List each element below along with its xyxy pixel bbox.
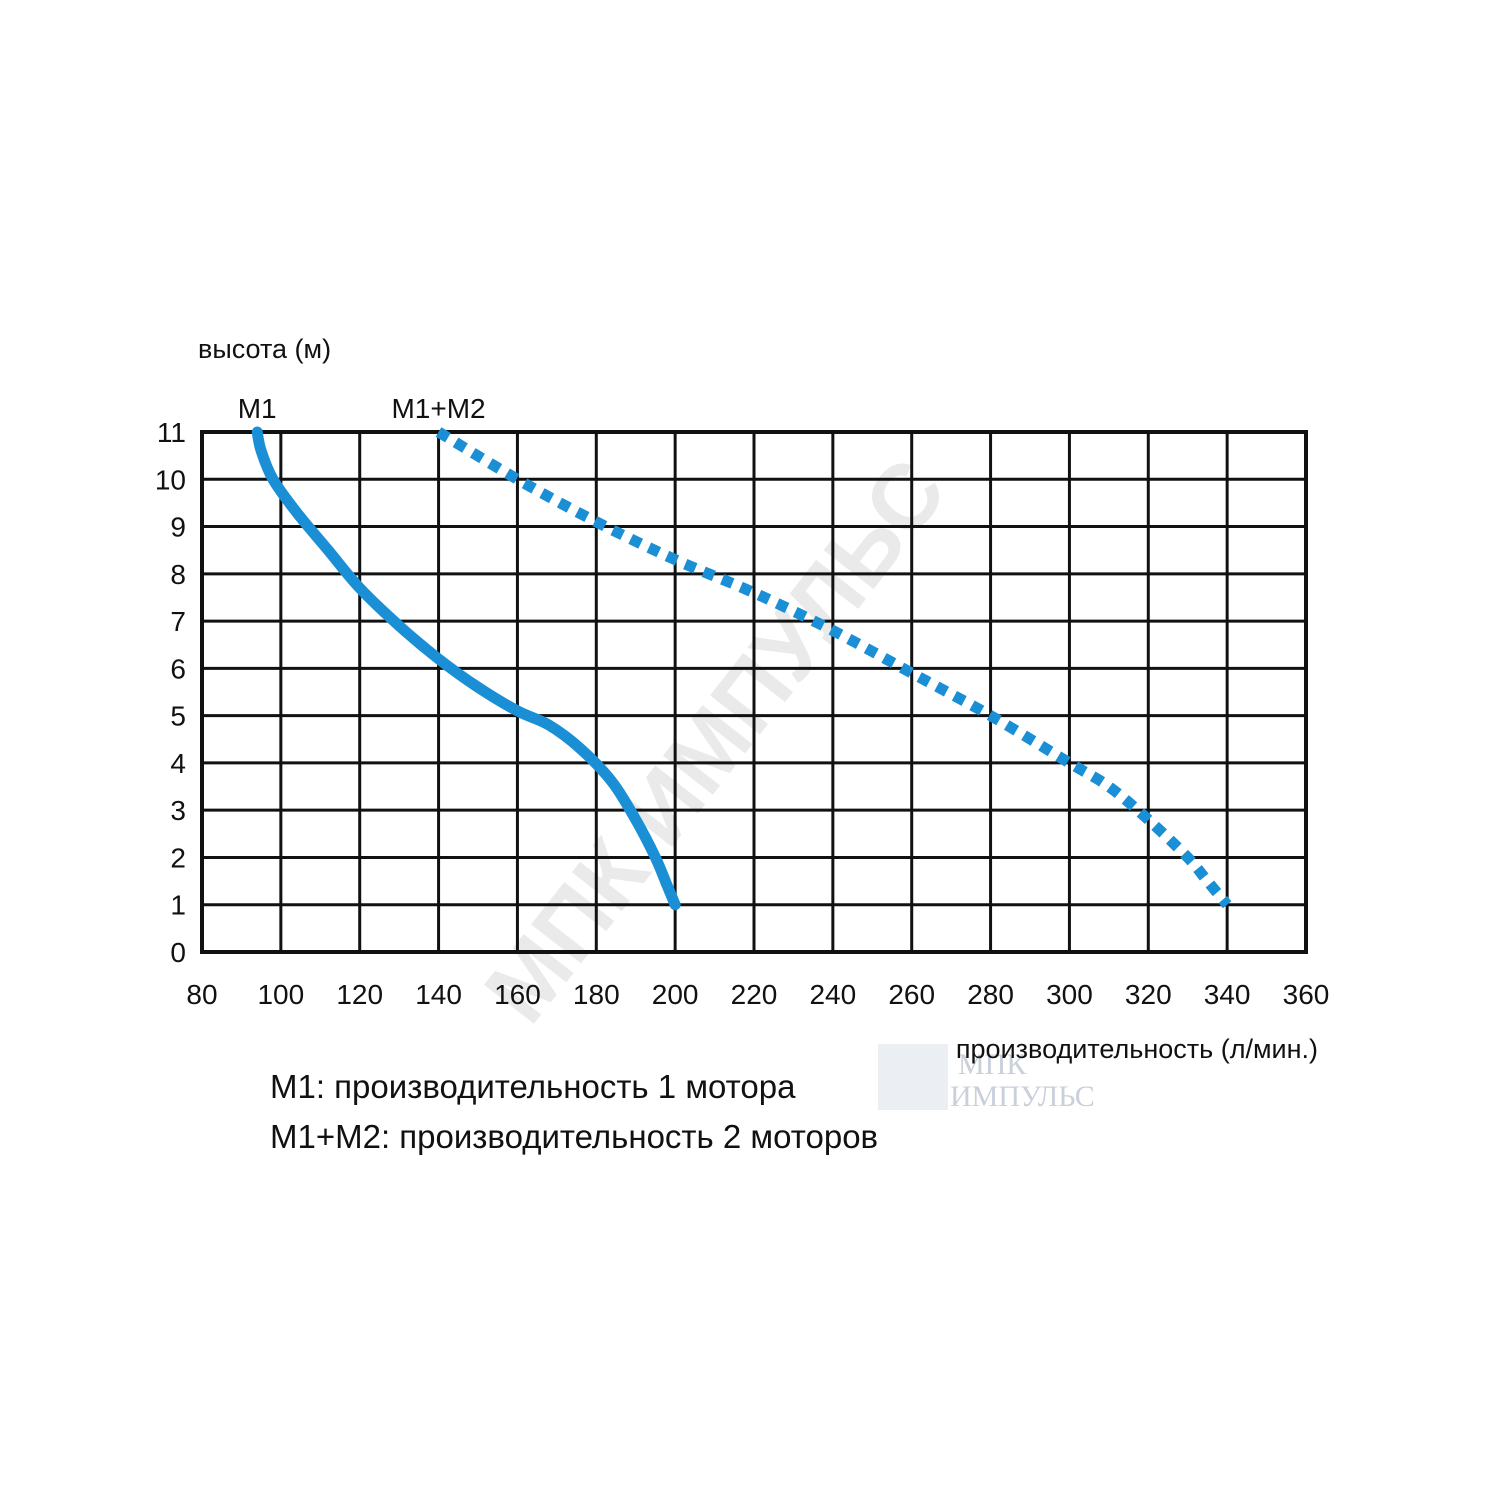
x-tick-label-260: 260 bbox=[888, 979, 935, 1010]
y-tick-label-1: 1 bbox=[170, 890, 186, 921]
y-tick-label-10: 10 bbox=[155, 464, 186, 495]
watermark-text-line-2: ИМПУЛЬС bbox=[950, 1080, 1095, 1113]
x-tick-label-300: 300 bbox=[1046, 979, 1093, 1010]
y-tick-label-2: 2 bbox=[170, 842, 186, 873]
x-tick-label-140: 140 bbox=[415, 979, 462, 1010]
x-tick-label-120: 120 bbox=[336, 979, 383, 1010]
series-line-m1 bbox=[251, 426, 681, 911]
y-axis-title: высота (м) bbox=[198, 334, 331, 364]
y-tick-label-7: 7 bbox=[170, 606, 186, 637]
series-line-m1-m2 bbox=[435, 427, 1232, 909]
series-label-m1: M1 bbox=[238, 393, 277, 424]
x-tick-label-100: 100 bbox=[257, 979, 304, 1010]
plot-frame bbox=[200, 430, 1308, 954]
y-tick-label-0: 0 bbox=[170, 937, 186, 968]
x-tick-label-320: 320 bbox=[1125, 979, 1172, 1010]
x-tick-label-280: 280 bbox=[967, 979, 1014, 1010]
x-tick-label-200: 200 bbox=[652, 979, 699, 1010]
y-tick-label-4: 4 bbox=[170, 748, 186, 779]
legend-line-1: M1: производительность 1 мотора bbox=[270, 1068, 796, 1105]
x-axis-title: производительность (л/мин.) bbox=[956, 1034, 1318, 1064]
y-tick-label-11: 11 bbox=[157, 417, 186, 448]
x-tick-label-80: 80 bbox=[186, 979, 217, 1010]
x-tick-label-220: 220 bbox=[731, 979, 778, 1010]
y-tick-label-6: 6 bbox=[170, 653, 186, 684]
grid bbox=[200, 430, 1308, 954]
x-tick-label-160: 160 bbox=[494, 979, 541, 1010]
series: M1 M1+M2 bbox=[238, 393, 1232, 911]
y-tick-label-8: 8 bbox=[170, 559, 186, 590]
x-tick-label-180: 180 bbox=[573, 979, 620, 1010]
legend-line-2: M1+M2: производительность 2 моторов bbox=[270, 1118, 879, 1155]
x-tick-label-360: 360 bbox=[1283, 979, 1330, 1010]
x-tick-labels: 80 100 120 140 160 180 200 220 240 260 280 300 320 34… bbox=[186, 979, 1329, 1010]
y-tick-label-5: 5 bbox=[170, 701, 186, 732]
series-label-m1-m2: M1+M2 bbox=[391, 393, 485, 424]
watermark-logo-icon bbox=[878, 1044, 948, 1110]
y-tick-label-3: 3 bbox=[170, 795, 186, 826]
x-tick-label-340: 340 bbox=[1204, 979, 1251, 1010]
y-tick-label-9: 9 bbox=[170, 512, 186, 543]
x-tick-label-240: 240 bbox=[809, 979, 856, 1010]
y-tick-labels: 0 1 2 3 4 5 6 7 8 9 10 11 bbox=[155, 417, 186, 968]
watermark-text-line-1: МПК bbox=[958, 1048, 1027, 1081]
